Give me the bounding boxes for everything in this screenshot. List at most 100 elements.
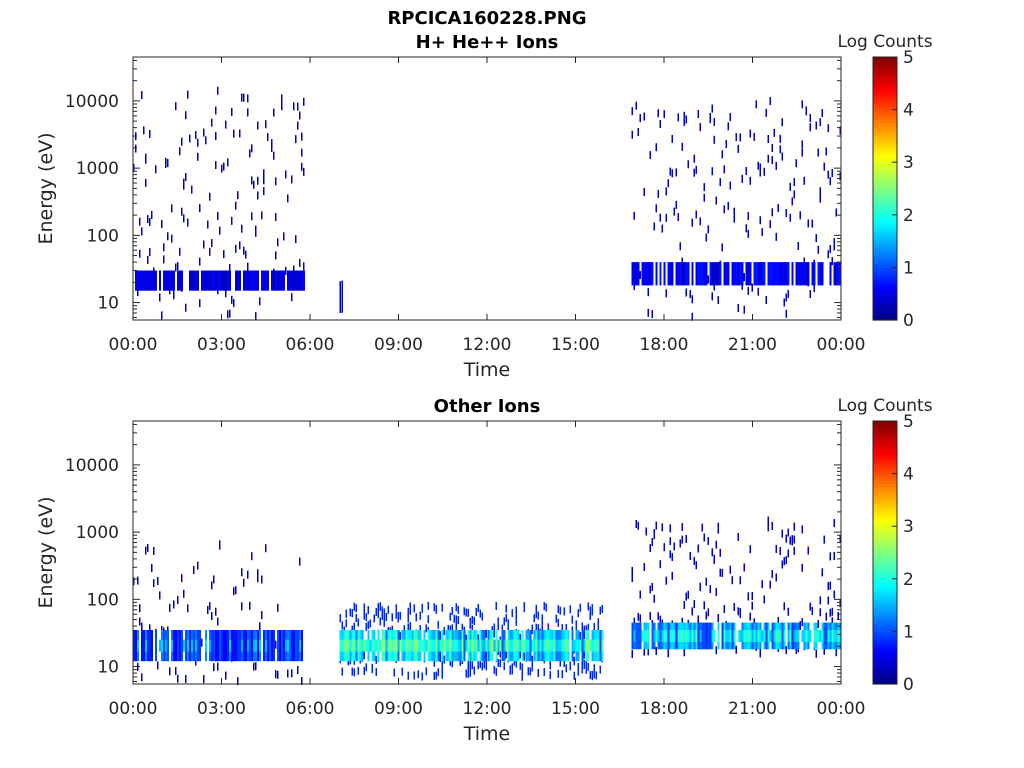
data-point xyxy=(461,623,463,632)
data-point xyxy=(241,224,243,233)
data-point xyxy=(409,602,411,611)
data-point xyxy=(353,622,355,631)
colorbar-step xyxy=(873,667,897,672)
data-point xyxy=(771,522,773,530)
data-point xyxy=(295,235,297,244)
data-point xyxy=(651,538,653,546)
x-tick-label: 09:00 xyxy=(374,335,423,355)
band-core xyxy=(229,639,231,652)
data-point xyxy=(793,535,795,544)
data-point xyxy=(779,145,781,154)
data-point xyxy=(669,537,671,546)
x-axis-label: Time xyxy=(463,359,511,381)
band-segment xyxy=(691,262,694,286)
data-point xyxy=(395,604,397,613)
band-segment xyxy=(301,630,303,662)
data-point xyxy=(715,646,717,655)
data-point xyxy=(171,204,173,213)
band-segment xyxy=(303,270,305,291)
data-point xyxy=(557,669,559,678)
data-point xyxy=(167,159,169,167)
data-point xyxy=(285,266,287,275)
data-point xyxy=(355,613,357,622)
band-core xyxy=(633,630,636,642)
data-point xyxy=(467,608,469,617)
band-segment xyxy=(713,262,716,286)
colorbar-step xyxy=(873,582,897,586)
data-point xyxy=(541,614,543,623)
data-point xyxy=(757,161,759,170)
data-point xyxy=(707,225,709,234)
colorbar-step xyxy=(873,618,897,623)
band-core xyxy=(577,639,580,652)
colorbar-step xyxy=(873,224,897,229)
band-segment xyxy=(217,630,219,662)
colorbar-step xyxy=(873,99,897,104)
data-point xyxy=(775,573,777,582)
band-segment xyxy=(599,630,602,662)
band-core xyxy=(377,639,380,652)
data-point xyxy=(789,213,791,222)
band-segment xyxy=(229,270,231,291)
data-point xyxy=(515,617,517,626)
band-core xyxy=(559,639,562,652)
panel-title: H+ He++ Ions xyxy=(416,32,559,53)
band-segment xyxy=(637,262,640,286)
band-segment xyxy=(213,630,215,662)
band-core xyxy=(591,639,594,652)
band-segment xyxy=(783,262,786,286)
band-segment xyxy=(159,270,161,291)
colorbar-step xyxy=(873,483,897,488)
band-segment xyxy=(173,630,175,662)
colorbar-tick-label: 2 xyxy=(903,206,914,226)
data-point xyxy=(341,621,343,630)
band-segment xyxy=(295,270,297,291)
data-point xyxy=(253,662,255,671)
data-point xyxy=(663,110,665,119)
band-segment xyxy=(679,262,682,286)
band-segment xyxy=(257,630,259,662)
data-point xyxy=(255,228,257,237)
data-point xyxy=(587,662,589,671)
band-core xyxy=(553,639,556,652)
data-point xyxy=(235,244,237,253)
data-point xyxy=(141,622,143,631)
x-tick-label: 12:00 xyxy=(463,699,512,719)
data-point xyxy=(657,109,659,118)
colorbar-step xyxy=(873,539,897,544)
data-point xyxy=(731,576,733,585)
data-point xyxy=(477,604,479,612)
data-point xyxy=(549,661,551,670)
colorbar-step xyxy=(873,122,897,127)
data-point xyxy=(527,667,529,676)
colorbar-tick-label: 5 xyxy=(903,48,914,68)
band-core xyxy=(455,639,458,652)
band-core xyxy=(759,630,762,642)
data-point xyxy=(463,607,465,616)
data-point xyxy=(291,293,293,302)
data-point xyxy=(771,143,773,152)
band-segment xyxy=(801,262,804,286)
data-point xyxy=(251,176,253,185)
data-point xyxy=(809,602,811,611)
data-point xyxy=(585,660,587,669)
band-segment xyxy=(771,622,774,650)
data-point xyxy=(759,168,761,177)
data-point xyxy=(147,255,149,264)
colorbar-step xyxy=(873,572,897,577)
data-point xyxy=(509,666,511,675)
data-point xyxy=(149,218,151,226)
band-core xyxy=(587,639,590,652)
data-point xyxy=(719,568,721,577)
data-point xyxy=(169,667,171,676)
data-point xyxy=(697,615,699,624)
band-segment xyxy=(757,262,760,286)
colorbar-tick-label: 1 xyxy=(903,258,914,278)
band-segment xyxy=(283,270,285,291)
band-segment xyxy=(781,622,784,650)
data-point xyxy=(833,519,835,528)
data-point xyxy=(591,671,593,679)
band-core xyxy=(643,630,646,642)
data-point xyxy=(183,589,185,598)
data-point xyxy=(443,655,445,664)
